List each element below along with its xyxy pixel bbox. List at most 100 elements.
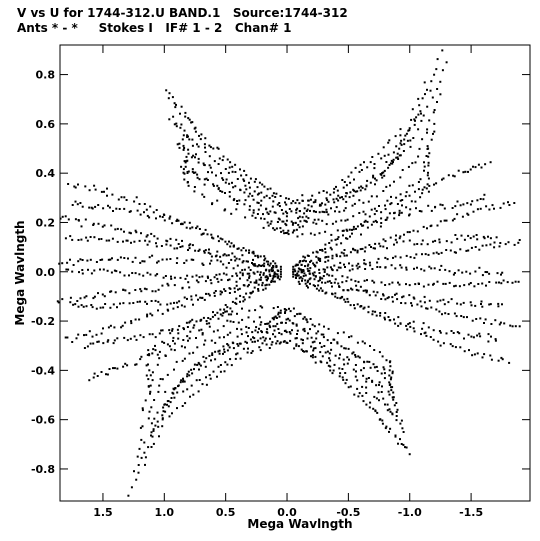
data-point — [235, 257, 238, 260]
data-point — [361, 340, 364, 343]
data-point — [321, 210, 324, 213]
data-point — [416, 266, 418, 269]
data-point — [216, 184, 219, 187]
data-point — [458, 332, 461, 335]
data-point — [434, 239, 437, 242]
data-point — [181, 380, 184, 383]
data-point — [182, 168, 185, 171]
data-point — [217, 317, 220, 320]
data-point — [334, 295, 337, 298]
data-point — [274, 325, 277, 328]
data-point — [396, 408, 399, 411]
data-point — [313, 278, 316, 281]
data-point — [426, 227, 428, 230]
data-point — [326, 361, 329, 364]
data-point — [467, 170, 469, 173]
data-point — [186, 297, 188, 300]
data-point — [356, 379, 359, 382]
data-point — [208, 294, 211, 297]
data-point — [373, 366, 376, 369]
data-point — [82, 305, 85, 308]
data-point — [184, 277, 187, 280]
data-point — [509, 324, 512, 327]
data-point — [246, 279, 249, 282]
data-point — [165, 89, 168, 92]
data-point — [202, 316, 205, 319]
data-point — [363, 250, 366, 253]
data-point — [147, 446, 150, 449]
data-point — [121, 324, 124, 327]
data-point — [339, 353, 341, 356]
data-point — [323, 271, 326, 273]
data-point — [397, 316, 400, 319]
data-point — [80, 304, 83, 307]
data-point — [513, 243, 516, 246]
data-point — [330, 248, 333, 251]
data-point — [408, 231, 411, 234]
data-point — [280, 230, 283, 233]
data-point — [315, 332, 318, 335]
data-point — [106, 373, 109, 376]
data-point — [400, 266, 403, 269]
data-point — [353, 178, 355, 181]
data-point — [379, 225, 382, 228]
data-point — [238, 199, 241, 202]
data-point — [273, 273, 276, 276]
data-point — [405, 446, 408, 449]
data-point — [445, 249, 448, 251]
data-point — [408, 184, 411, 187]
data-point — [226, 158, 229, 161]
data-point — [95, 261, 98, 263]
data-point — [435, 182, 438, 185]
data-point — [415, 253, 418, 256]
data-point — [333, 187, 336, 190]
data-point — [171, 96, 174, 99]
data-point — [257, 256, 260, 259]
data-point — [443, 303, 446, 306]
data-point — [227, 344, 230, 347]
data-point — [488, 272, 491, 275]
data-point — [234, 301, 237, 304]
data-point — [391, 396, 394, 399]
data-point — [274, 315, 277, 318]
data-point — [364, 263, 367, 266]
data-point — [342, 378, 345, 381]
data-point — [230, 258, 233, 261]
data-point — [158, 332, 161, 335]
data-point — [179, 381, 182, 384]
data-point — [119, 302, 121, 305]
data-point — [376, 261, 379, 264]
data-point — [274, 196, 277, 198]
data-point — [160, 245, 163, 247]
data-point — [422, 225, 425, 228]
data-point — [109, 306, 112, 309]
data-point — [210, 259, 213, 262]
data-point — [409, 145, 412, 148]
data-point — [150, 431, 153, 434]
data-point — [240, 174, 243, 177]
data-point — [456, 237, 459, 240]
data-point — [242, 178, 245, 181]
data-point — [235, 353, 238, 356]
data-point — [381, 422, 384, 425]
data-point — [436, 101, 438, 103]
data-point — [85, 305, 88, 308]
data-point — [149, 312, 152, 315]
data-point — [499, 206, 502, 209]
data-point — [255, 279, 258, 282]
data-point — [149, 273, 152, 276]
data-point — [86, 345, 89, 348]
data-point — [171, 412, 173, 415]
data-point — [356, 190, 359, 193]
data-point — [325, 197, 328, 200]
data-point — [219, 313, 222, 316]
data-point — [324, 203, 327, 206]
data-point — [309, 267, 312, 270]
data-point — [248, 205, 251, 208]
data-point — [271, 269, 274, 272]
data-point — [223, 209, 226, 212]
data-point — [112, 342, 115, 345]
data-point — [366, 360, 369, 363]
data-point — [299, 220, 302, 223]
data-point — [263, 265, 266, 268]
